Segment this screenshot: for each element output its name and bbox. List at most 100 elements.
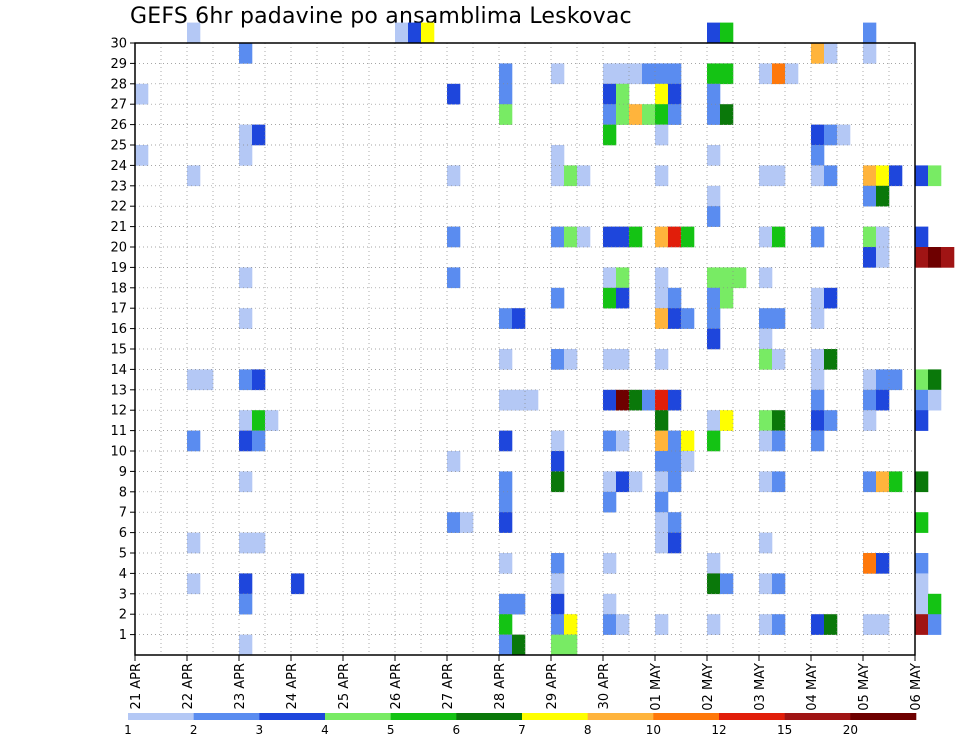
heatmap-cell xyxy=(928,593,942,615)
heatmap-cell xyxy=(863,226,877,248)
heatmap-cell xyxy=(707,287,721,309)
y-tick-label: 6 xyxy=(119,526,127,541)
heatmap-cell xyxy=(707,267,721,289)
heatmap-cell xyxy=(876,553,890,574)
heatmap-cell xyxy=(603,349,617,370)
heatmap-cell xyxy=(239,532,253,554)
heatmap-cell xyxy=(811,226,825,248)
heatmap-cell xyxy=(824,287,838,309)
heatmap-cell xyxy=(772,614,786,635)
heatmap-cell xyxy=(239,145,253,166)
heatmap-cell xyxy=(551,451,565,472)
heatmap-cell xyxy=(876,614,890,635)
heatmap-cell xyxy=(603,124,617,146)
heatmap-cell xyxy=(655,471,669,493)
heatmap-cell xyxy=(720,267,734,289)
heatmap-cell xyxy=(655,389,669,411)
y-tick-label: 29 xyxy=(110,57,127,72)
heatmap-cell xyxy=(707,206,721,227)
heatmap-cell xyxy=(655,512,669,533)
x-tick-label: 24 APR xyxy=(285,663,300,709)
heatmap-cell xyxy=(551,430,565,452)
heatmap-cell xyxy=(668,104,682,125)
heatmap-cell xyxy=(551,226,565,248)
legend-swatch xyxy=(719,713,785,720)
heatmap-cell xyxy=(239,430,253,452)
heatmap-cell xyxy=(707,104,721,125)
heatmap-cell xyxy=(876,389,890,411)
heatmap-cell xyxy=(551,634,565,656)
heatmap-cell xyxy=(863,614,877,635)
heatmap-cell xyxy=(824,124,838,146)
heatmap-cell xyxy=(915,471,929,493)
heatmap-cell xyxy=(707,328,721,350)
y-tick-label: 25 xyxy=(110,139,127,154)
legend-label: 8 xyxy=(584,723,592,737)
heatmap-cell xyxy=(603,491,617,513)
legend-label: 5 xyxy=(387,723,395,737)
heatmap-cell xyxy=(772,430,786,452)
heatmap-cell xyxy=(499,471,513,493)
heatmap-cell xyxy=(616,287,630,309)
x-tick-label: 29 APR xyxy=(545,663,560,709)
heatmap-cell xyxy=(681,430,695,452)
heatmap-cell xyxy=(811,165,825,187)
heatmap-cell xyxy=(499,553,513,574)
heatmap-cell xyxy=(863,247,877,268)
heatmap-cell xyxy=(707,410,721,431)
heatmap-cell xyxy=(759,63,773,85)
heatmap-cell xyxy=(720,287,734,309)
x-tick-label: 30 APR xyxy=(597,663,612,709)
y-tick-label: 14 xyxy=(110,363,127,378)
heatmap-cell xyxy=(551,614,565,635)
legend-label: 2 xyxy=(190,723,198,737)
heatmap-cell xyxy=(863,389,877,411)
legend-swatch xyxy=(456,713,523,720)
heatmap-cell xyxy=(707,22,721,44)
heatmap-cell xyxy=(551,349,565,370)
y-tick-label: 12 xyxy=(110,404,127,419)
y-tick-label: 2 xyxy=(119,608,127,623)
x-tick-label: 27 APR xyxy=(441,663,456,709)
heatmap-cell xyxy=(811,308,825,329)
y-tick-label: 1 xyxy=(119,628,127,643)
heatmap-cell xyxy=(772,410,786,431)
heatmap-cell xyxy=(811,369,825,391)
heatmap-cell xyxy=(642,104,656,125)
legend-label: 7 xyxy=(518,723,526,737)
x-tick-label: 25 APR xyxy=(337,663,352,709)
legend-swatch xyxy=(784,713,851,720)
heatmap-cell xyxy=(915,247,929,268)
heatmap-cell xyxy=(759,349,773,370)
heatmap-cell xyxy=(707,63,721,85)
heatmap-cell xyxy=(915,410,929,431)
heatmap-cell xyxy=(811,614,825,635)
heatmap-cell xyxy=(668,308,682,329)
heatmap-cell xyxy=(772,349,786,370)
heatmap-cell xyxy=(811,43,825,64)
heatmap-cell xyxy=(629,389,643,411)
heatmap-cell xyxy=(863,410,877,431)
heatmap-cell xyxy=(928,165,942,187)
heatmap-cell xyxy=(525,389,539,411)
y-tick-label: 4 xyxy=(119,567,127,582)
legend-label: 15 xyxy=(777,723,792,737)
y-tick-label: 23 xyxy=(110,179,127,194)
heatmap-cell xyxy=(759,165,773,187)
heatmap-cell xyxy=(824,614,838,635)
heatmap-cell xyxy=(759,308,773,329)
heatmap-cell xyxy=(720,22,734,44)
heatmap-cell xyxy=(499,593,513,615)
heatmap-cell xyxy=(603,430,617,452)
x-tick-label: 28 APR xyxy=(493,663,508,709)
heatmap-cell xyxy=(577,165,591,187)
heatmap-cell xyxy=(655,226,669,248)
heatmap-cell xyxy=(668,287,682,309)
y-tick-label: 19 xyxy=(110,261,127,276)
heatmap-cell xyxy=(577,226,591,248)
heatmap-cell xyxy=(499,512,513,533)
heatmap-cell xyxy=(824,349,838,370)
y-tick-label: 28 xyxy=(110,77,127,92)
y-tick-label: 10 xyxy=(110,445,127,460)
